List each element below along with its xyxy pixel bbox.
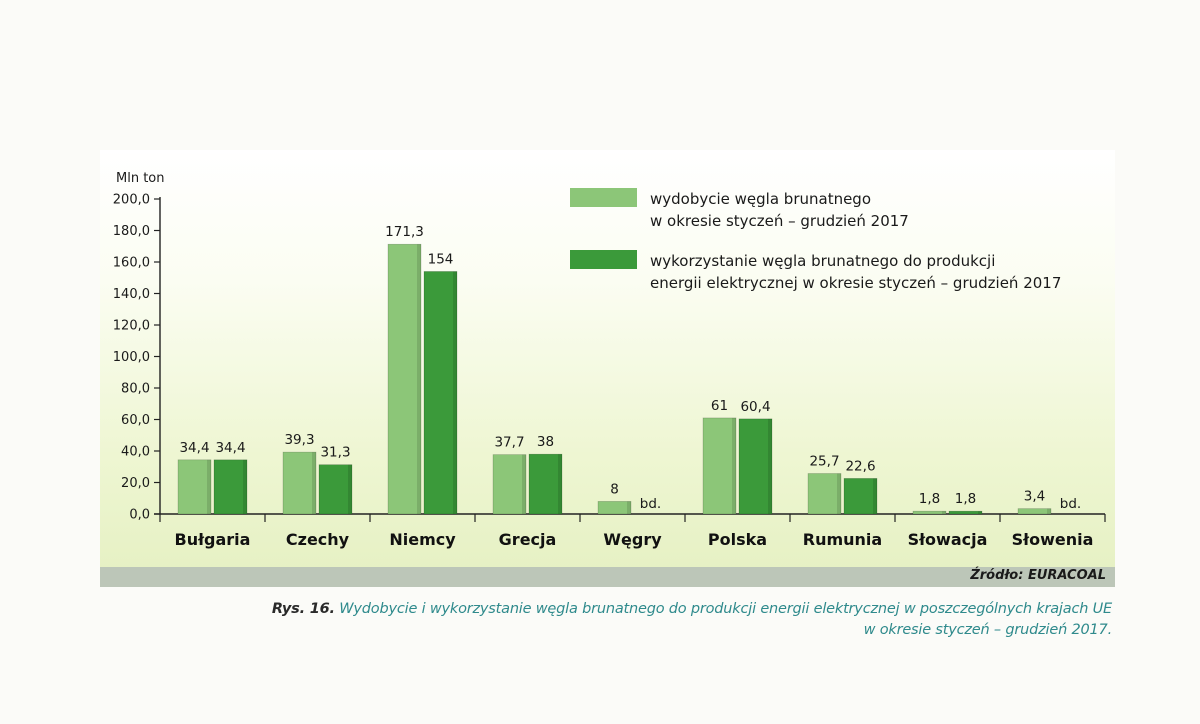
bar: [177, 459, 212, 515]
bar: [318, 464, 353, 515]
bar-shade: [417, 244, 421, 514]
data-label: 154: [428, 251, 454, 267]
y-tick-label: 80,0: [121, 382, 150, 397]
bar: [1017, 508, 1052, 515]
bar-shade: [348, 464, 352, 514]
data-label: 8: [610, 481, 619, 497]
data-label: bd.: [1060, 496, 1081, 512]
bar-shade: [942, 511, 946, 514]
data-label: 31,3: [320, 445, 350, 461]
legend-label: wykorzystanie węgla brunatnego do produk…: [650, 252, 995, 270]
source-bar: Źródło: EURACOAL: [100, 567, 1115, 587]
legend-label: wydobycie węgla brunatnego: [650, 190, 871, 208]
data-label: 3,4: [1024, 489, 1045, 505]
bar-shade: [1047, 508, 1051, 514]
legend-swatch: [570, 188, 637, 207]
bar-shade: [522, 454, 526, 514]
data-label: 171,3: [385, 224, 424, 240]
source-label: Źródło: EURACOAL: [970, 568, 1106, 583]
legend-label: w okresie styczeń – grudzień 2017: [650, 212, 909, 230]
category-label: Słowenia: [1012, 530, 1094, 549]
data-label: 39,3: [284, 432, 314, 448]
bar-shade: [627, 501, 631, 514]
y-tick-label: 200,0: [113, 193, 150, 208]
figure-caption: Rys. 16. Wydobycie i wykorzystanie węgla…: [212, 599, 1112, 641]
y-tick-label: 100,0: [113, 350, 150, 365]
bar: [213, 459, 248, 515]
data-label: 60,4: [740, 399, 770, 415]
data-label: 1,8: [919, 491, 940, 507]
bar-shade: [558, 454, 562, 514]
y-tick-label: 140,0: [113, 287, 150, 302]
data-label: 37,7: [494, 435, 524, 451]
bar: [843, 478, 878, 515]
category-label: Niemcy: [389, 530, 456, 549]
category-label: Węgry: [603, 530, 662, 549]
bar: [597, 501, 632, 515]
category-label: Czechy: [286, 530, 350, 549]
bar: [912, 510, 947, 515]
category-label: Grecja: [499, 530, 557, 549]
legend-label: energii elektrycznej w okresie styczeń –…: [650, 274, 1061, 292]
bar: [528, 453, 563, 515]
y-tick-label: 120,0: [113, 319, 150, 334]
bar: [738, 418, 773, 515]
bar: [492, 454, 527, 515]
caption-text-line2: w okresie styczeń – grudzień 2017.: [863, 622, 1113, 638]
y-tick-label: 0,0: [129, 508, 150, 523]
caption-text-line1: Wydobycie i wykorzystanie węgla brunatne…: [339, 601, 1112, 617]
category-label: Polska: [708, 530, 767, 549]
y-axis-label: Mln ton: [116, 171, 165, 186]
data-label: 38: [537, 434, 554, 450]
data-label: 61: [711, 398, 728, 414]
bar: [423, 271, 458, 515]
data-label: 34,4: [215, 440, 245, 456]
bar: [948, 510, 983, 515]
bar-shade: [837, 473, 841, 514]
bar: [807, 473, 842, 515]
bar-shade: [768, 418, 772, 514]
bar-shade: [978, 511, 982, 514]
bar-shade: [453, 271, 457, 514]
bar-shade: [732, 417, 736, 514]
caption-label: Rys. 16.: [271, 601, 335, 617]
data-label: 25,7: [809, 454, 839, 470]
y-tick-label: 180,0: [113, 224, 150, 239]
legend-swatch: [570, 250, 637, 269]
data-label: bd.: [640, 496, 661, 512]
category-label: Bułgaria: [175, 530, 251, 549]
bar-shade: [873, 478, 877, 514]
y-tick-label: 160,0: [113, 256, 150, 271]
bar-shade: [312, 452, 316, 514]
bar-shade: [207, 459, 211, 514]
bar: [282, 451, 317, 515]
category-label: Rumunia: [803, 530, 882, 549]
data-label: 1,8: [955, 491, 976, 507]
bar: [702, 417, 737, 515]
y-tick-label: 60,0: [121, 413, 150, 428]
y-tick-label: 20,0: [121, 476, 150, 491]
data-label: 34,4: [179, 440, 209, 456]
y-tick-label: 40,0: [121, 445, 150, 460]
data-label: 22,6: [845, 458, 875, 474]
bar: [387, 243, 422, 515]
category-label: Słowacja: [908, 530, 988, 549]
bar-shade: [243, 459, 247, 514]
